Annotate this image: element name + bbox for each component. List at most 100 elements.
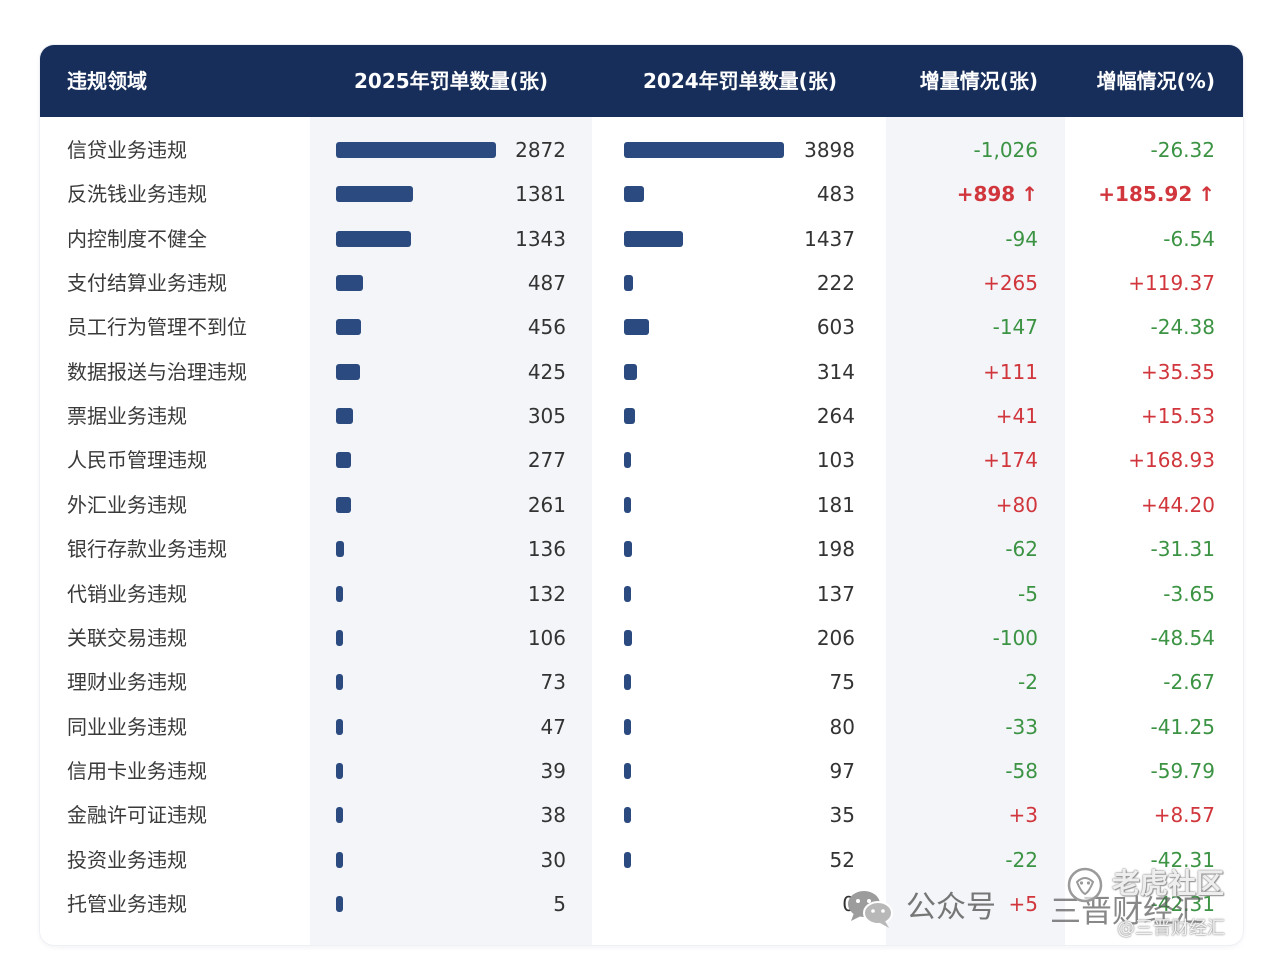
up-arrow-icon: ↑ [1021,182,1038,207]
table-row: 员工行为管理不到位 456 603 -147 -24.38 [40,305,1243,349]
value-2025: 277 [527,448,566,473]
delta-value: +111 [983,359,1038,384]
delta-cell: -94 [888,217,1038,261]
value-2025: 136 [527,537,566,562]
value-2024: 80 [829,714,855,739]
delta-cell: +898 ↑ [888,172,1038,216]
value-2025: 487 [527,271,566,296]
bar-2024 [624,541,633,558]
bar-2024 [624,496,632,513]
growth-value: +8.57 [1153,803,1215,828]
table-row: 人民币管理违规 277 103 +174 +168.93 [40,438,1243,482]
growth-cell: +44.20 [1065,483,1215,527]
value-2024: 75 [829,670,855,695]
growth-value: -3.65 [1163,581,1215,606]
value-2024: 222 [816,271,855,296]
table-row: 银行存款业务违规 136 198 -62 -31.31 [40,527,1243,571]
bar-2025 [336,851,343,868]
bar-2024 [624,186,644,203]
category-label: 信贷业务违规 [67,138,187,162]
category-label: 托管业务违规 [67,891,187,916]
bar-2025 [336,718,343,735]
category-label: 数据报送与治理违规 [67,359,247,384]
bar-2024 [624,363,637,380]
header-2025-count: 2025年罚单数量(张) [354,69,548,93]
bar-2024 [624,452,631,469]
table-row: 数据报送与治理违规 425 314 +111 +35.35 [40,350,1243,394]
table-row: 反洗钱业务违规 1381 483 +898 ↑ +185.92 ↑ [40,172,1243,216]
growth-cell: -3.65 [1065,572,1215,616]
value-2024: 103 [816,448,855,473]
author-handle-watermark: @三晋财经汇 [1117,918,1225,939]
penalty-table-card: 违规领域 2025年罚单数量(张) 2024年罚单数量(张) 增量情况(张) 增… [40,45,1243,945]
delta-cell: +174 [888,438,1038,482]
bar-2024 [624,275,634,292]
growth-cell: +119.37 [1065,261,1215,305]
bar-2025 [336,629,343,646]
bar-2025 [336,275,364,292]
tiger-logo-icon [1067,867,1103,903]
bar-2025 [336,585,344,602]
growth-cell: -41.25 [1065,705,1215,749]
table-row: 内控制度不健全 1343 1437 -94 -6.54 [40,217,1243,261]
value-2025: 1381 [515,182,566,207]
growth-value: +15.53 [1140,404,1215,429]
up-arrow-icon: ↑ [1198,182,1215,207]
value-2024: 3898 [804,138,855,162]
value-2025: 1343 [515,226,566,251]
bar-2025 [336,230,411,247]
table-row: 信用卡业务违规 39 97 -58 -59.79 [40,749,1243,793]
value-2024: 1437 [804,226,855,251]
value-2025: 106 [527,625,566,650]
growth-value: -26.32 [1150,138,1215,162]
column-shade-2025 [310,117,592,945]
growth-value: -59.79 [1150,758,1215,783]
delta-cell: -147 [888,305,1038,349]
delta-value: -22 [1005,847,1038,872]
table-row: 投资业务违规 30 52 -22 -42.31 [40,838,1243,882]
value-2024: 52 [829,847,855,872]
table-row: 金融许可证违规 38 35 +3 +8.57 [40,793,1243,837]
bar-2025 [336,319,362,336]
growth-cell: -6.54 [1065,217,1215,261]
category-label: 关联交易违规 [67,625,187,650]
growth-value: -31.31 [1150,537,1215,562]
delta-value: +3 [1008,803,1038,828]
delta-cell: -2 [888,660,1038,704]
delta-value: -100 [992,625,1038,650]
growth-cell: +185.92 ↑ [1065,172,1215,216]
category-label: 人民币管理违规 [67,448,207,473]
growth-value: +168.93 [1128,448,1215,473]
table-row: 托管业务违规 5 0 +5 -42.31 [40,882,1243,926]
value-2025: 2872 [515,138,566,162]
value-2024: 0 [745,882,855,926]
bar-2025 [336,408,353,425]
bar-2024 [624,718,631,735]
bar-2024 [624,674,631,691]
value-2024: 603 [816,315,855,340]
growth-cell: -31.31 [1065,527,1215,571]
category-label: 金融许可证违规 [67,803,207,828]
growth-value: +44.20 [1140,492,1215,517]
wechat-account-label: 公众号 [906,890,996,925]
growth-value: -6.54 [1163,226,1215,251]
category-label: 同业业务违规 [67,714,187,739]
delta-value: +5 [1008,891,1038,916]
wechat-account-name: 三晋财经汇 [1050,894,1205,930]
delta-cell: +41 [888,394,1038,438]
growth-cell: -2.67 [1065,660,1215,704]
value-2025: 261 [527,492,566,517]
value-2024: 198 [816,537,855,562]
growth-value: -2.67 [1163,670,1215,695]
category-label: 理财业务违规 [67,670,187,695]
growth-cell: -42.31 [1065,882,1215,926]
value-2024: 314 [816,359,855,384]
value-2025: 425 [527,359,566,384]
value-2025: 305 [527,404,566,429]
delta-value: -94 [1005,226,1038,251]
category-label: 员工行为管理不到位 [67,315,247,340]
growth-value: -42.31 [1150,847,1215,872]
value-2025: 132 [527,581,566,606]
value-2025: 47 [540,714,566,739]
value-2025: 30 [540,847,566,872]
